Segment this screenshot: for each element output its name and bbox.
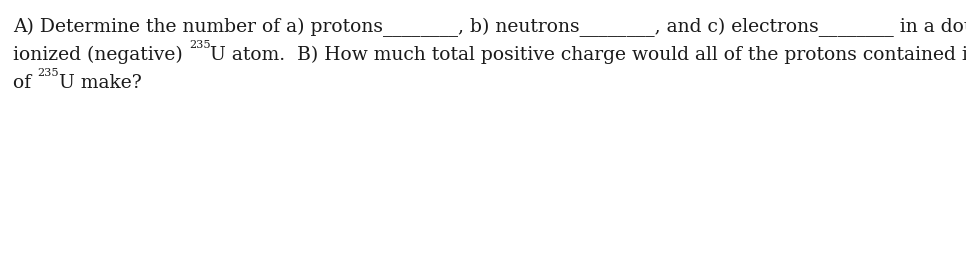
Text: of: of (13, 74, 37, 92)
Text: A) Determine the number of a) protons________, b) neutrons________, and c) elect: A) Determine the number of a) protons___… (13, 18, 966, 37)
Text: 235: 235 (37, 68, 59, 78)
Text: U atom.  B) How much total positive charge would all of the protons contained in: U atom. B) How much total positive charg… (211, 46, 966, 64)
Text: 235: 235 (188, 40, 211, 50)
Text: ionized (negative): ionized (negative) (13, 46, 188, 64)
Text: U make?: U make? (59, 74, 141, 92)
